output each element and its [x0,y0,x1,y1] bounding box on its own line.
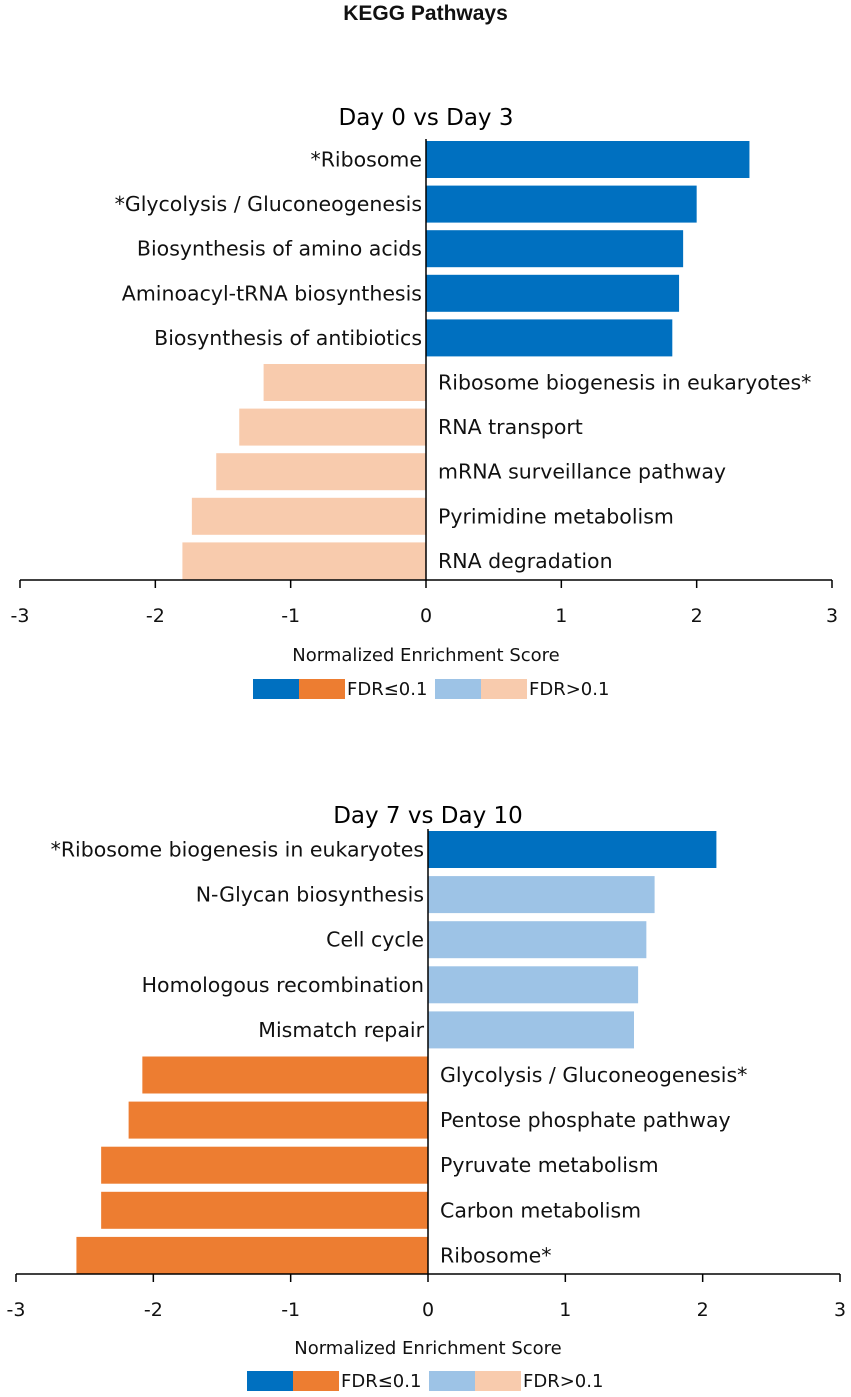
bar [263,364,426,401]
x-tick-label: -1 [281,605,300,627]
category-label: Homologous recombination [142,973,424,997]
x-tick-label: 1 [555,605,567,627]
category-label: Ribosome biogenesis in eukaryotes* [438,371,811,395]
x-tick-label: 2 [697,1299,709,1321]
legend-swatch-nonsig-neg [475,1371,521,1391]
bar [426,230,684,268]
bar [142,1056,428,1094]
legend-swatch-sig-pos [247,1371,293,1391]
legend-swatch-sig-neg [299,679,345,699]
category-label: Ribosome* [440,1243,552,1267]
category-label: *Ribosome [310,148,422,172]
x-tick-label: 3 [834,1299,846,1321]
category-label: Biosynthesis of amino acids [137,237,422,261]
category-label: Pentose phosphate pathway [440,1108,731,1132]
x-tick-label: 3 [826,605,838,627]
legend-swatch-nonsig-pos [435,679,481,699]
page-title: KEGG Pathways [343,2,508,25]
bar [182,542,426,580]
bar [428,966,639,1004]
category-label: Pyruvate metabolism [440,1153,659,1177]
chart-2: Day 7 vs Day 10 *Ribosome biogenesis in e… [7,803,847,1392]
category-label: Cell cycle [326,928,424,952]
x-tick-label: -3 [11,605,30,627]
category-label: RNA degradation [438,549,613,573]
bar [191,497,426,535]
legend-swatch-nonsig-pos [429,1371,475,1391]
category-label: *Ribosome biogenesis in eukaryotes [51,838,424,862]
legend-label-nonsig: FDR>0.1 [523,1371,603,1392]
bar [101,1191,428,1229]
bar [128,1101,428,1139]
bar [428,831,717,868]
bar [239,408,426,446]
category-label: Glycolysis / Gluconeogenesis* [440,1063,747,1087]
x-axis-title: Normalized Enrichment Score [294,1338,562,1359]
x-tick-label: 0 [420,605,432,627]
category-label: Carbon metabolism [440,1198,641,1222]
x-tick-label: 2 [691,605,703,627]
category-label: Mismatch repair [258,1018,424,1042]
legend-swatch-nonsig-neg [481,679,527,699]
category-label: Biosynthesis of antibiotics [154,326,422,350]
category-label: RNA transport [438,415,583,439]
chart-title: Day 0 vs Day 3 [339,105,514,131]
legend: FDR≤0.1 FDR>0.1 [253,679,609,700]
legend-swatch-sig-neg [293,1371,339,1391]
bar [426,319,673,357]
bar [428,876,655,914]
chart-1: Day 0 vs Day 3 *Ribosome *Glycolysis / Glu… [11,105,839,700]
category-label: Aminoacyl-tRNA biosynthesis [122,281,422,305]
legend-label-sig: FDR≤0.1 [347,679,427,700]
bar [76,1236,428,1274]
legend-label-nonsig: FDR>0.1 [529,679,609,700]
x-axis-title: Normalized Enrichment Score [292,645,560,666]
bar [216,453,426,491]
x-tick-label: -1 [281,1299,300,1321]
category-label: N-Glycan biosynthesis [196,883,424,907]
x-tick-label: 1 [559,1299,571,1321]
bar [428,921,647,959]
legend: FDR≤0.1 FDR>0.1 [247,1371,603,1392]
x-tick-label: 0 [422,1299,434,1321]
bar [428,1011,634,1049]
bar [426,141,750,178]
chart-title: Day 7 vs Day 10 [333,803,523,829]
x-tick-label: -3 [7,1299,26,1321]
bar [426,274,680,312]
category-label: *Glycolysis / Gluconeogenesis [115,192,422,216]
x-tick-label: -2 [146,605,165,627]
legend-label-sig: FDR≤0.1 [341,1371,421,1392]
category-label: Pyrimidine metabolism [438,504,674,528]
bar [426,185,697,223]
bar [101,1146,428,1184]
legend-swatch-sig-pos [253,679,299,699]
category-label: mRNA surveillance pathway [438,460,726,484]
x-tick-label: -2 [144,1299,163,1321]
